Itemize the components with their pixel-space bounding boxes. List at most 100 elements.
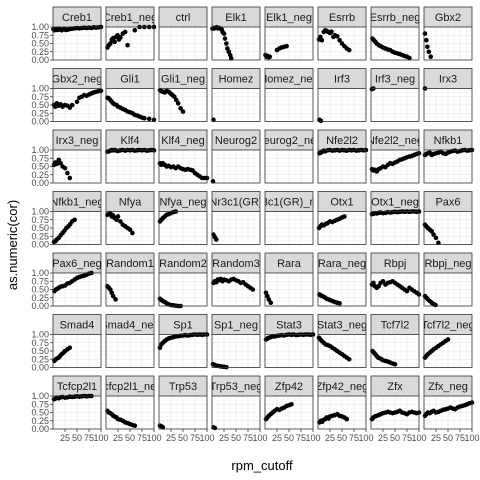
facet-border (158, 272, 208, 307)
x-tick-label: 75 (84, 433, 94, 443)
y-tick-label: 0.00 (31, 55, 49, 65)
data-point (424, 37, 429, 43)
y-tick-label: 0.25 (31, 293, 49, 303)
x-tick-label: 100 (464, 433, 479, 443)
x-tick-label: 25 (272, 433, 282, 443)
data-point (108, 41, 113, 46)
facet-panel: Rbpj (369, 252, 422, 307)
x-tick-label: 25 (431, 433, 441, 443)
facet-border (423, 334, 473, 368)
facet-strip-label: Esrrb_neg (370, 12, 421, 24)
y-tick-label: 0.75 (31, 30, 49, 40)
facet-strip-label: Esrrb (329, 12, 355, 24)
facet-panel: Tcf7l2_neg (422, 314, 473, 368)
data-point (268, 300, 274, 306)
facet-panel: Nfe2l2 (317, 129, 369, 184)
facet-strip-label: Nfe2l2 (326, 135, 358, 147)
facet-strip-label: Trp53_neg (210, 381, 263, 393)
facet-border (105, 334, 155, 368)
data-point (115, 214, 121, 219)
facet-border (211, 211, 261, 245)
x-tick-label: 100 (93, 433, 108, 443)
data-point (250, 287, 256, 292)
facet-strip-label: Gli1_neg (161, 74, 205, 86)
facet-border (370, 26, 420, 61)
data-point (426, 49, 432, 55)
facet-strip-label: Rara_neg (318, 258, 366, 270)
y-tick-label: 0.50 (31, 223, 49, 233)
facet-strip-label: Trp53 (169, 381, 197, 393)
data-point (175, 101, 181, 106)
facet-border (211, 88, 261, 122)
data-point (118, 35, 123, 40)
facet-panel: Stat3_neg (316, 314, 367, 368)
facet-panel: Nfe2l2_neg (369, 129, 422, 184)
data-point (337, 37, 342, 43)
facet-strip-label: Zfp42_neg (316, 381, 369, 393)
facet-border (370, 211, 420, 245)
facet-panel: Gli1 (105, 68, 157, 123)
facet-panel: Klf4 (105, 129, 157, 184)
facet-strip-label: Irf3 (334, 74, 350, 86)
data-point (228, 56, 234, 61)
facet-strip-label: Sp1 (173, 320, 193, 332)
y-tick-label: 0.50 (31, 346, 49, 356)
facet-panel: Trp53 25 50 75 100 (157, 375, 215, 443)
facet-strip-label: Zfx_neg (428, 381, 468, 393)
facet-panel: Otx1_neg (369, 191, 422, 245)
facet-border (264, 88, 314, 122)
y-tick-label: 0.00 (31, 301, 49, 311)
facet-panel: Random2 (157, 252, 208, 309)
data-point (118, 219, 123, 224)
facet-panel: Zfx_neg 25 50 75 100 (422, 375, 480, 443)
facet-strip-label: Tcfcp2l1_neg (98, 381, 163, 393)
facet-strip-label: Nfkb1_neg (50, 197, 103, 209)
facet-strip-label: Irx3_neg (56, 135, 99, 147)
data-point (334, 33, 340, 39)
x-tick-label: 25 (166, 433, 176, 443)
facet-strip-label: Pax6_neg (52, 258, 102, 270)
y-tick-label: 0.25 (31, 108, 49, 118)
data-point (65, 170, 70, 176)
facet-strip-label: Zfx (387, 381, 403, 393)
x-tick-label: 25 (325, 433, 335, 443)
y-tick-label: 0.00 (31, 240, 49, 250)
facet-strip-label: Stat3 (276, 320, 302, 332)
data-point (428, 54, 434, 59)
data-point (407, 55, 412, 61)
y-tick-label: 0.50 (31, 39, 49, 49)
y-tick-label: 0.75 (31, 92, 49, 102)
facet-panel: Tcfcp2l1_neg 25 50 75 100 (98, 375, 163, 443)
data-point (54, 161, 60, 167)
facet-strip-label: Smad4 (60, 320, 95, 332)
facet-panel: Nfya (105, 191, 155, 245)
x-tick-label: 25 (113, 433, 123, 443)
data-point (222, 36, 228, 41)
facet-border (317, 26, 367, 61)
x-tick-label: 100 (305, 433, 320, 443)
facet-strip-label: Neurog2 (215, 135, 257, 147)
data-point (436, 240, 441, 246)
data-point (67, 175, 73, 181)
data-point (178, 106, 183, 111)
y-tick-label: 1.00 (31, 268, 49, 278)
data-point (180, 109, 186, 114)
facet-border (158, 211, 208, 245)
data-point (142, 115, 147, 121)
facet-panel: Esrrb_neg (370, 6, 421, 61)
facet-border (264, 272, 314, 307)
data-point (224, 41, 229, 46)
x-tick-label: 75 (349, 433, 359, 443)
x-tick-label: 50 (390, 433, 400, 443)
y-tick-label: 0.00 (31, 178, 49, 188)
facet-panel: Creb1_neg (105, 6, 157, 61)
y-tick-label: 0.50 (31, 285, 49, 295)
x-tick-label: 75 (402, 433, 412, 443)
facet-strip-label: Gli1 (120, 74, 140, 86)
facet-panel: Random1 (105, 252, 155, 307)
data-point (318, 118, 324, 124)
x-tick-label: 100 (146, 433, 161, 443)
facet-panel: Sp1_neg (210, 314, 261, 370)
y-tick-label: 0.25 (31, 231, 49, 241)
facet-border (105, 88, 155, 122)
